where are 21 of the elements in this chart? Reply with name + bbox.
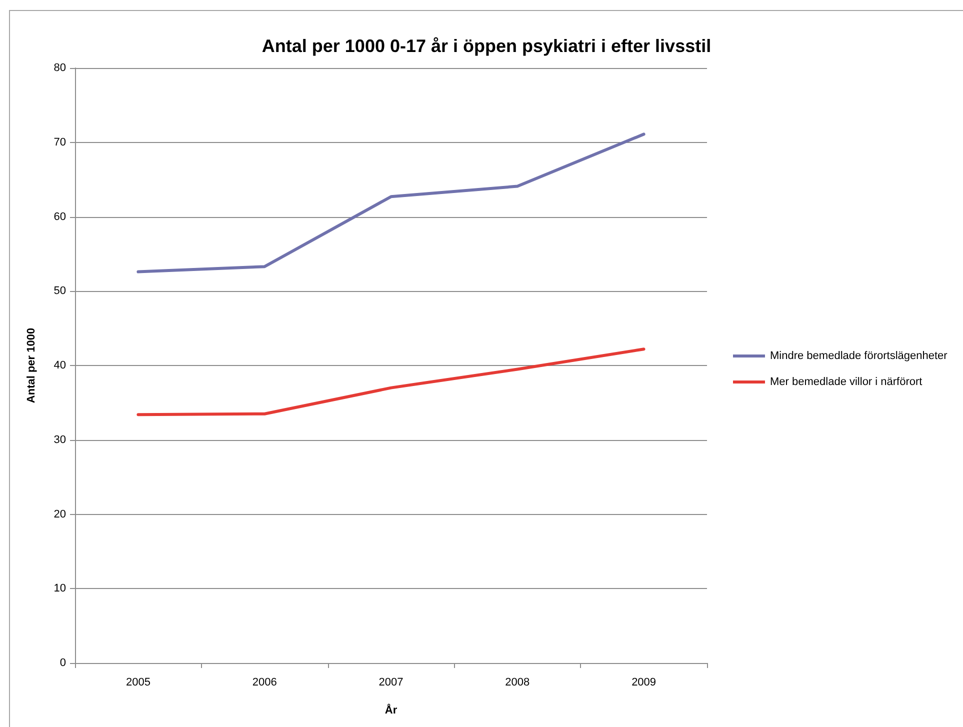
chart-title: Antal per 1000 0-17 år i öppen psykiatri i efter livsstil xyxy=(262,36,712,56)
y-tick-label: 10 xyxy=(54,582,66,595)
y-tick-label: 40 xyxy=(54,360,66,372)
y-tick-label: 30 xyxy=(54,434,66,446)
y-axis-title: Antal per 1000 xyxy=(26,328,38,404)
x-tick-label: 2005 xyxy=(126,676,150,688)
x-tick-label: 2009 xyxy=(632,676,656,688)
y-tick-label: 50 xyxy=(54,285,66,298)
x-tick-label: 2007 xyxy=(378,676,404,688)
y-tick-label: 80 xyxy=(54,62,66,74)
legend-label: Mer bemedlade villor i närförort xyxy=(770,376,922,388)
y-tick-label: 60 xyxy=(54,210,66,223)
x-axis-title: År xyxy=(384,704,398,716)
y-tick-label: 20 xyxy=(54,508,66,520)
legend-label: Mindre bemedlade förortslägenheter xyxy=(770,350,948,362)
y-tick-label: 70 xyxy=(54,136,66,148)
x-tick-label: 2008 xyxy=(505,676,530,688)
line-series xyxy=(136,132,646,274)
x-tick-label: 2006 xyxy=(252,676,277,688)
line-series xyxy=(136,348,646,416)
y-tick-label: 0 xyxy=(60,657,66,669)
